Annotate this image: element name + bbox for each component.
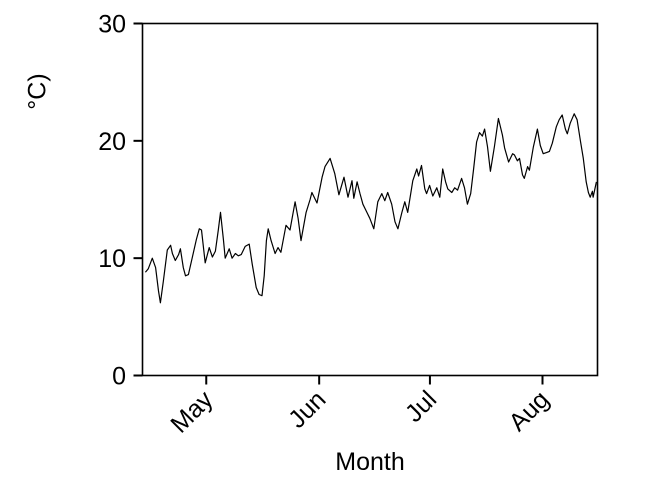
x-tick-label: Aug (503, 385, 554, 436)
plot-border (141, 22, 599, 377)
temperature-series-line (144, 113, 597, 304)
x-tick-label: Jul (400, 385, 442, 427)
y-tick-label: 20 (98, 128, 126, 156)
y-tick-label: 30 (98, 11, 126, 39)
y-tick-label: 0 (112, 363, 126, 391)
x-tick-label: Jun (283, 385, 331, 433)
y-tick-label: 10 (98, 245, 126, 273)
x-tick-label: May (165, 385, 219, 439)
x-axis-title: Month (335, 448, 404, 476)
